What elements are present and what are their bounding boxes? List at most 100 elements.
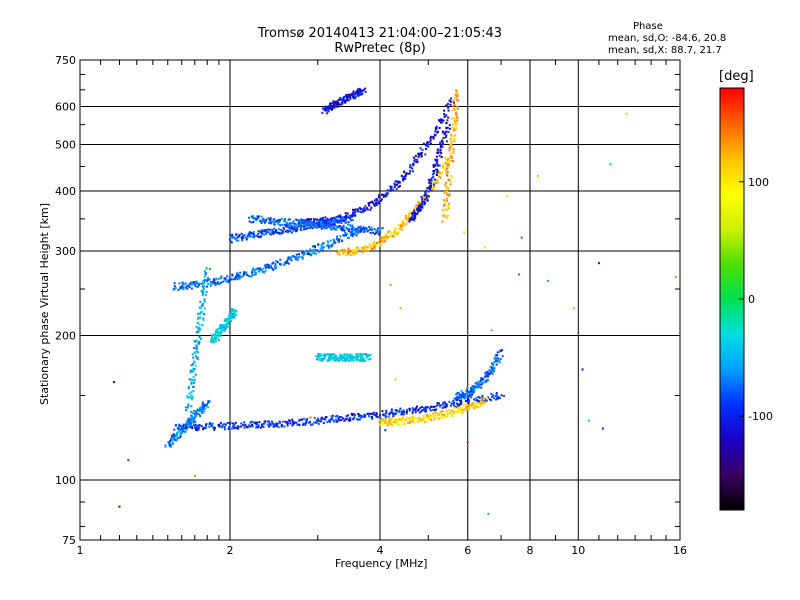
echo-point (209, 284, 212, 287)
echo-point (357, 412, 360, 415)
echo-point (447, 178, 450, 181)
echo-point (220, 275, 223, 278)
echo-point (347, 94, 350, 97)
echo-point (329, 102, 332, 105)
echo-point (186, 396, 189, 399)
grid-lines (80, 60, 680, 540)
echo-point (356, 250, 359, 253)
echo-point (352, 418, 355, 421)
echo-point (286, 223, 289, 226)
echo-point (476, 399, 479, 402)
echo-point (204, 307, 207, 310)
echo-point (321, 216, 324, 219)
echo-point (180, 428, 183, 431)
echo-point (203, 270, 206, 273)
echo-point (328, 354, 331, 357)
echo-point (310, 254, 313, 257)
echo-point (299, 418, 302, 421)
echo-point (394, 417, 397, 420)
echo-point (275, 230, 278, 233)
echo-point (320, 225, 323, 228)
echo-point (386, 189, 389, 192)
echo-point (361, 250, 364, 253)
echo-point (450, 155, 453, 158)
echo-point (384, 429, 387, 432)
echo-point (220, 329, 223, 332)
echo-point (465, 390, 468, 393)
echo-point (310, 249, 313, 252)
echo-point (338, 221, 341, 224)
echo-point (354, 95, 357, 98)
y-tick-label: 500 (55, 139, 76, 152)
echo-point (446, 193, 449, 196)
echo-point (269, 228, 272, 231)
echo-point (415, 407, 418, 410)
echo-point (361, 89, 364, 92)
echo-point (414, 417, 417, 420)
echo-point (442, 131, 445, 134)
echo-point (460, 401, 463, 404)
echo-point (412, 163, 415, 166)
echo-point (180, 425, 183, 428)
echo-point (168, 443, 171, 446)
echo-point (426, 420, 429, 423)
echo-point (486, 397, 489, 400)
echo-point (274, 263, 277, 266)
echo-point (483, 376, 486, 379)
echo-point (306, 253, 309, 256)
echo-point (421, 200, 424, 203)
echo-point (344, 212, 347, 215)
echo-point (449, 155, 452, 158)
echo-point (473, 390, 476, 393)
echo-point (220, 426, 223, 429)
echo-point (420, 405, 423, 408)
echo-point (409, 218, 412, 221)
echo-point (478, 406, 481, 409)
echo-point (329, 239, 332, 242)
echo-point (348, 237, 351, 240)
echo-point (439, 143, 442, 146)
echo-point (375, 229, 378, 232)
echo-point (179, 435, 182, 438)
echo-point (281, 420, 284, 423)
echo-point (487, 372, 490, 375)
echo-point (460, 404, 463, 407)
echo-point (369, 231, 372, 234)
echo-point (198, 408, 201, 411)
echo-point (407, 215, 410, 218)
echo-point (243, 233, 246, 236)
echo-point (197, 428, 200, 431)
echo-point (372, 411, 375, 414)
echo-point (384, 414, 387, 417)
echo-point (197, 330, 200, 333)
echo-point (226, 421, 229, 424)
echo-point (333, 222, 336, 225)
echo-point (445, 114, 448, 117)
echo-point (432, 172, 435, 175)
echo-point (401, 220, 404, 223)
echo-point (375, 413, 378, 416)
echo-point (238, 233, 241, 236)
echo-point (318, 419, 321, 422)
echo-point (436, 170, 439, 173)
echo-point (325, 108, 328, 111)
echo-point (491, 372, 494, 375)
echo-point (265, 231, 268, 234)
echo-point (392, 412, 395, 415)
echo-point (414, 158, 417, 161)
echo-point (420, 418, 423, 421)
y-tick-label: 100 (55, 474, 76, 487)
echo-point (393, 412, 396, 415)
echo-point (342, 356, 345, 359)
echo-point (441, 171, 444, 174)
x-axis-label: Frequency [MHz] (335, 557, 428, 570)
echo-point (355, 356, 358, 359)
echo-point (445, 122, 448, 125)
echo-point (416, 208, 419, 211)
echo-point (169, 443, 172, 446)
echo-point (422, 142, 425, 145)
echo-point (443, 199, 446, 202)
echo-point (412, 416, 415, 419)
echo-point (341, 239, 344, 242)
echo-point (388, 422, 391, 425)
